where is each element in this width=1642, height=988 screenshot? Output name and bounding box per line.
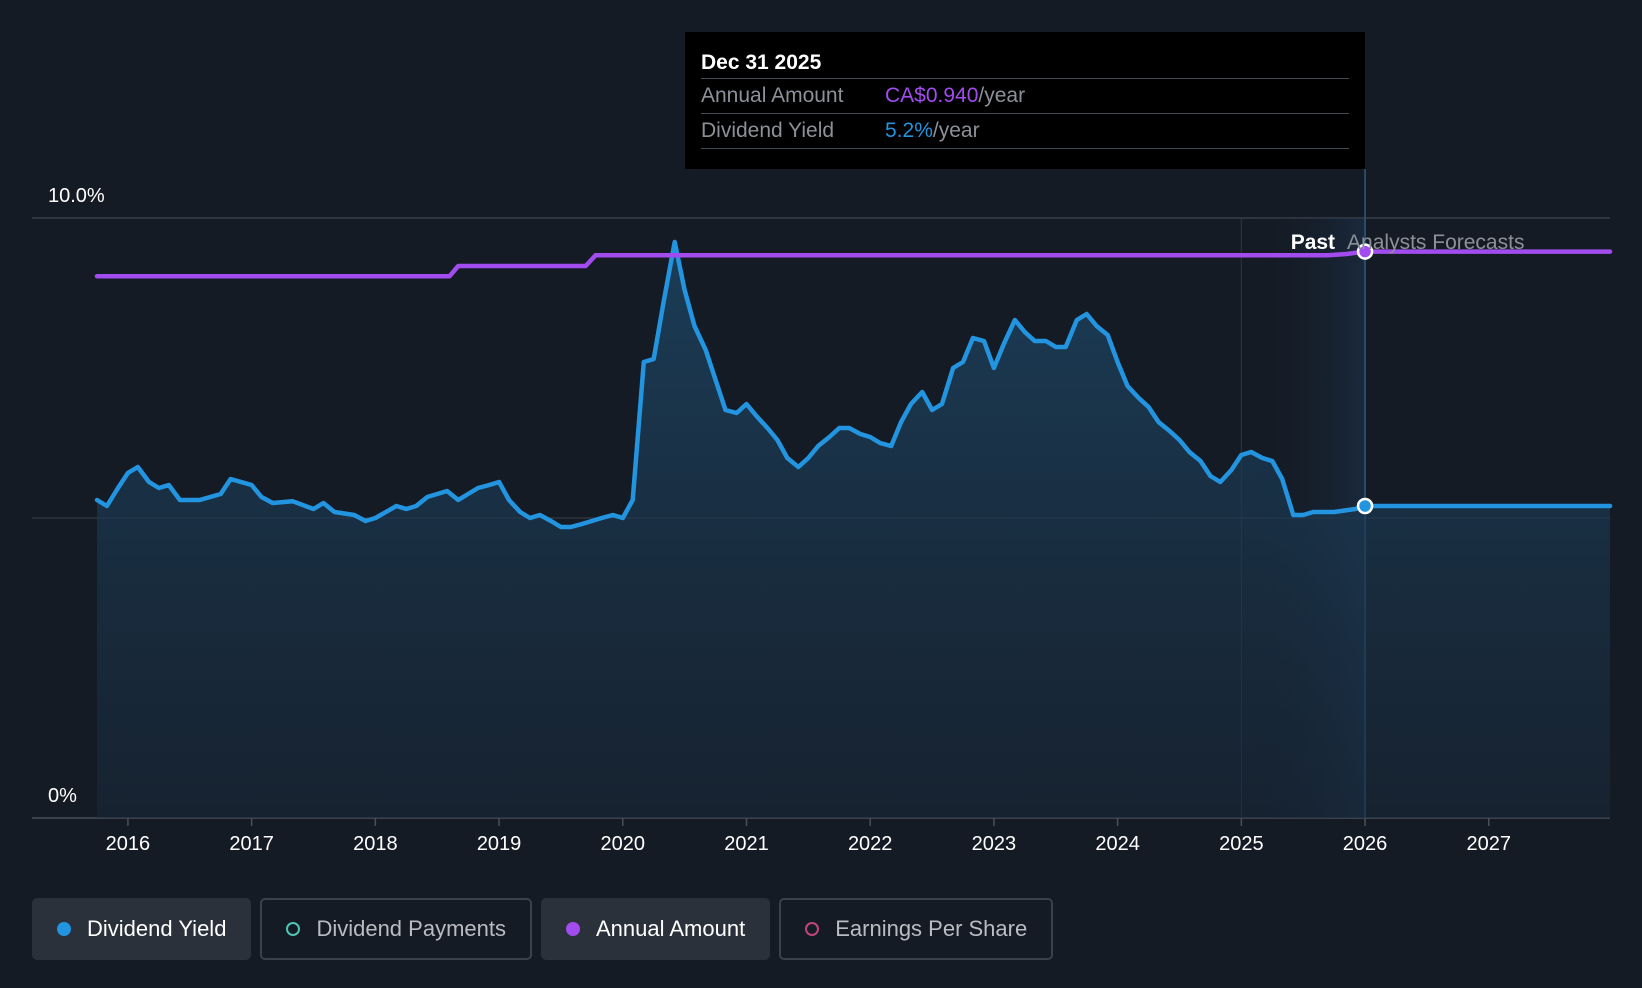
tooltip-row-dividend-yield: Dividend Yield 5.2% /year <box>701 114 1349 149</box>
x-tick-label: 2020 <box>601 833 646 855</box>
tooltip-annual-amount-unit: /year <box>978 84 1026 107</box>
legend-dividend-yield-button[interactable]: Dividend Yield <box>32 898 252 960</box>
x-tick-label: 2024 <box>1095 833 1140 855</box>
legend-dividend-yield-label: Dividend Yield <box>87 916 227 941</box>
x-tick-label: 2017 <box>229 833 274 855</box>
earnings-per-share-ring-icon <box>805 922 820 936</box>
legend: Dividend Yield Dividend Payments Annual … <box>32 898 1054 960</box>
annual-amount-marker <box>1356 243 1374 260</box>
x-tick-label: 2027 <box>1467 833 1512 855</box>
dividend-yield-dot-icon <box>57 922 71 936</box>
x-tick-label: 2025 <box>1219 833 1264 855</box>
forecast-label: Analysts Forecasts <box>1347 231 1524 254</box>
x-tick-label: 2016 <box>106 833 151 855</box>
tooltip-dividend-yield-value: 5.2% <box>885 119 933 142</box>
y-tick-label: 10.0% <box>48 185 105 207</box>
x-tick-label: 2026 <box>1343 833 1388 855</box>
x-tick-label: 2023 <box>972 833 1017 855</box>
tooltip-annual-amount-value: CA$0.940 <box>885 84 979 107</box>
legend-annual-amount-button[interactable]: Annual Amount <box>540 898 771 960</box>
dividend-yield-marker <box>1356 497 1374 515</box>
legend-dividend-payments-button[interactable]: Dividend Payments <box>260 898 532 960</box>
tooltip-date: Dec 31 2025 <box>701 48 1349 79</box>
x-tick-label: 2019 <box>477 833 522 855</box>
x-tick-label: 2021 <box>724 833 769 855</box>
x-tick-label: 2018 <box>353 833 398 855</box>
dividend-payments-ring-icon <box>286 922 301 936</box>
dividend-yield-line <box>94 239 1613 530</box>
tooltip: Dec 31 2025 Annual Amount CA$0.940 /year… <box>685 32 1365 169</box>
legend-earnings-per-share-button[interactable]: Earnings Per Share <box>779 898 1054 960</box>
y-tick-label: 0% <box>48 785 77 807</box>
annual-amount-dot-icon <box>565 922 580 936</box>
axis-labels: 10.0% 0% 2016 2017 2018 2019 2020 2021 2022 2023 2… <box>48 185 1524 855</box>
x-tick-label: 2022 <box>848 833 893 855</box>
past-label: Past <box>1291 231 1335 254</box>
tooltip-dividend-yield-label: Dividend Yield <box>701 119 835 142</box>
tooltip-row-annual-amount: Annual Amount CA$0.940 /year <box>701 79 1349 114</box>
tooltip-annual-amount-label: Annual Amount <box>701 84 844 107</box>
legend-annual-amount-label: Annual Amount <box>595 916 746 941</box>
legend-dividend-payments-label: Dividend Payments <box>316 916 506 941</box>
tooltip-dividend-yield-unit: /year <box>932 119 980 142</box>
hover-markers <box>1356 243 1374 515</box>
annual-amount-line <box>94 249 1613 279</box>
dividend-yield-area <box>97 242 1610 818</box>
yield-area <box>97 242 1610 818</box>
legend-earnings-per-share-label: Earnings Per Share <box>835 916 1028 941</box>
